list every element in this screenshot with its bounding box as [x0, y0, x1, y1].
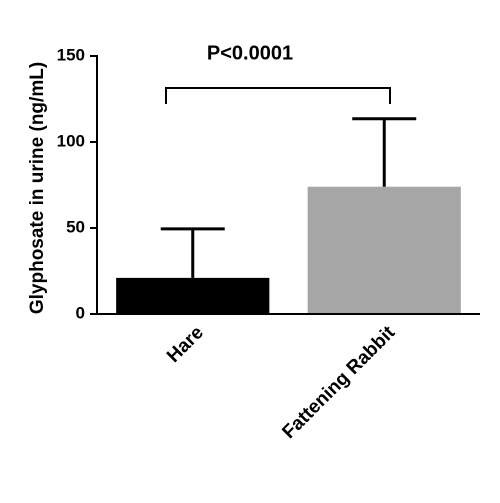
y-axis-label: Glyphosate in urine (ng/mL) [27, 62, 48, 314]
bar [116, 277, 270, 314]
y-tick-label: 100 [57, 131, 85, 150]
x-tick-label: Hare [163, 322, 208, 367]
significance-bracket [165, 87, 391, 104]
bar [307, 186, 461, 314]
x-tick-label: Fattening Rabbit [278, 322, 399, 443]
y-tick-label: 50 [66, 217, 85, 236]
error-bar [160, 227, 225, 278]
error-bar [352, 117, 417, 187]
y-tick-label: 0 [76, 303, 85, 322]
y-tick-label: 150 [57, 45, 85, 64]
significance-label: P<0.0001 [207, 42, 293, 64]
